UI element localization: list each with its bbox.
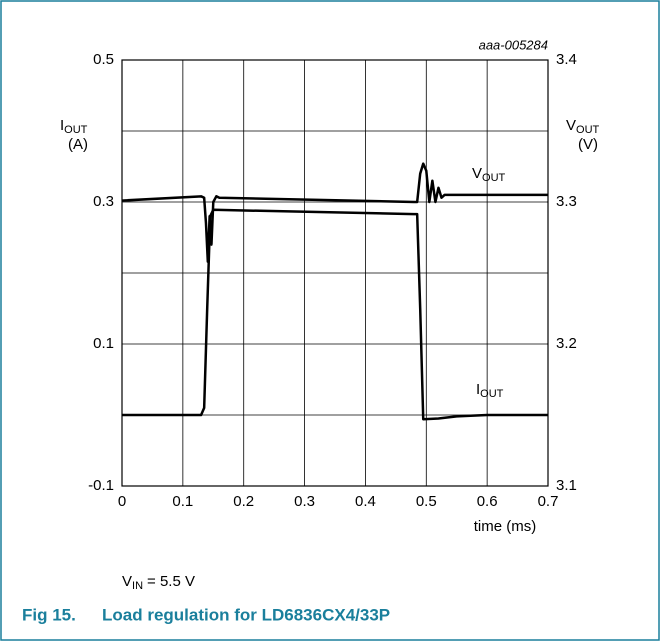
- chart-title: Load regulation for LD6836CX4/33P: [102, 605, 390, 624]
- y2-tick-label: 3.4: [556, 51, 577, 68]
- x-tick-label: 0.2: [233, 493, 254, 510]
- y-axis-label: IOUT: [60, 117, 88, 136]
- figure-number: Fig 15.: [22, 605, 76, 624]
- y-tick-label: 0.5: [93, 51, 114, 68]
- series-label: VOUT: [472, 165, 506, 184]
- x-tick-label: 0.5: [416, 493, 437, 510]
- x-tick-label: 0.4: [355, 493, 376, 510]
- x-tick-label: 0.6: [477, 493, 498, 510]
- series-label: IOUT: [476, 381, 504, 400]
- y-tick-label: 0.1: [93, 335, 114, 352]
- series-line: [121, 162, 548, 263]
- y-tick-label: -0.1: [88, 477, 114, 494]
- y2-axis-label: VOUT: [566, 117, 600, 136]
- plot-border: [121, 59, 549, 487]
- x-tick-label: 0: [118, 493, 126, 510]
- y-tick-label: 0.3: [93, 193, 114, 210]
- y2-axis-unit: (V): [578, 136, 598, 153]
- y2-tick-label: 3.2: [556, 335, 577, 352]
- figure-id: aaa-005284: [479, 37, 548, 52]
- plot: 0 0.1 0.2 0.3 0.4 0.5 0.6 0.7 -0.1 0.1 0.3 0.5 3.1 3.…: [88, 51, 577, 510]
- series-line: [122, 208, 548, 421]
- x-tick-label: 0.3: [294, 493, 315, 510]
- x-tick-label: 0.1: [172, 493, 193, 510]
- condition: VIN = 5.5 V: [122, 573, 195, 592]
- x-tick-label: 0.7: [538, 493, 559, 510]
- y2-tick-label: 3.3: [556, 193, 577, 210]
- y-axis-unit: (A): [68, 136, 88, 153]
- y2-tick-label: 3.1: [556, 477, 577, 494]
- x-axis-label: time (ms): [474, 518, 537, 535]
